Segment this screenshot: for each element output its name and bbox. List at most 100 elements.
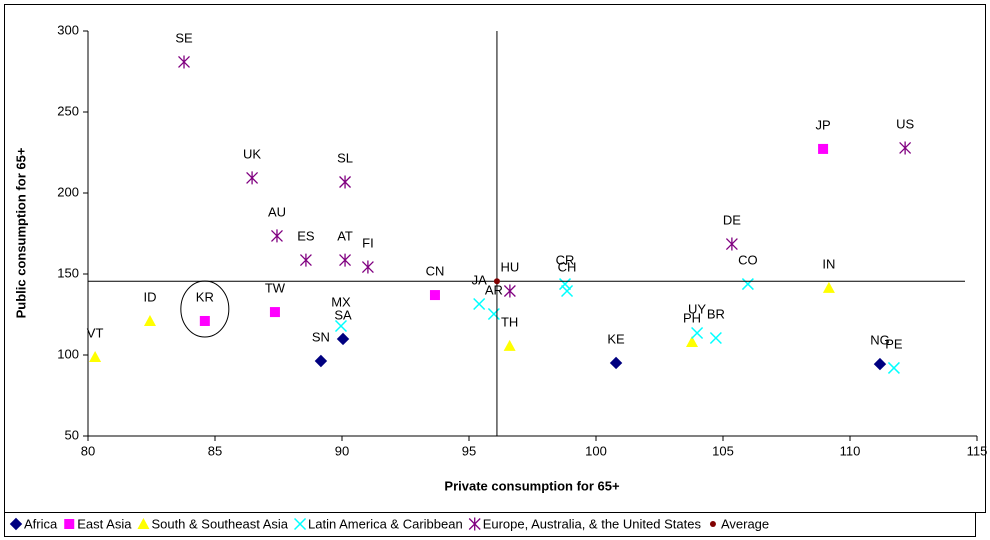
- point-label: FI: [362, 235, 374, 250]
- y-axis-title: Public consumption for 65+: [13, 147, 28, 318]
- point: [473, 297, 486, 311]
- point-label: VT: [87, 325, 104, 340]
- point: [691, 326, 704, 339]
- x-tick-label: 115: [967, 443, 988, 458]
- point-label: TH: [501, 314, 518, 329]
- legend-item: Europe, Australia, & the United States: [468, 516, 702, 531]
- point: [709, 331, 722, 345]
- legend-marker: [709, 521, 716, 527]
- point-label: MX: [331, 294, 351, 309]
- point: [487, 307, 500, 321]
- point-label: JA: [472, 272, 488, 287]
- point-label: UK: [243, 146, 261, 161]
- point: [89, 350, 102, 362]
- point: [503, 284, 516, 298]
- y-tick-label: 100: [57, 346, 79, 361]
- point-label: SN: [312, 329, 330, 344]
- point-label: PH: [683, 310, 701, 325]
- point: [271, 229, 283, 243]
- point-label: CR: [556, 252, 575, 267]
- point-label: CO: [738, 252, 758, 267]
- legend-marker: [468, 517, 481, 531]
- point-label: CN: [426, 263, 445, 278]
- point: [143, 314, 156, 326]
- point: [609, 356, 623, 370]
- legend-marker: [9, 517, 23, 531]
- legend-marker: [294, 517, 307, 531]
- legend-label: East Asia: [77, 516, 132, 531]
- point: [334, 319, 348, 333]
- x-tick-label: 95: [462, 443, 476, 458]
- point: [336, 332, 350, 346]
- x-tick-label: 105: [712, 443, 734, 458]
- point: [741, 278, 754, 291]
- point: [558, 278, 572, 291]
- point-label: AU: [268, 204, 286, 219]
- x-tick-label: 100: [585, 443, 607, 458]
- point-label: ID: [143, 289, 156, 304]
- point: [818, 143, 829, 154]
- point: [503, 339, 516, 351]
- legend-marker: [64, 519, 75, 529]
- point-label: US: [896, 116, 914, 131]
- y-tick-label: 150: [57, 265, 79, 280]
- legend-label: Average: [721, 516, 769, 531]
- point: [178, 55, 190, 69]
- legend-label: South & Southeast Asia: [151, 516, 288, 531]
- point-label: TW: [265, 281, 286, 296]
- point-label: UY: [688, 301, 706, 316]
- x-tick-label: 90: [335, 443, 349, 458]
- point-label: SA: [334, 307, 352, 322]
- x-tick-label: 80: [81, 443, 95, 458]
- point: [339, 253, 352, 267]
- point-label: CH: [558, 259, 577, 274]
- point: [429, 290, 440, 301]
- point: [822, 281, 835, 293]
- point: [339, 175, 352, 189]
- point: [299, 253, 312, 267]
- legend-label: Africa: [24, 516, 58, 531]
- legend-item: East Asia: [64, 516, 132, 531]
- point: [725, 237, 738, 251]
- point-label: SE: [175, 30, 193, 45]
- legend-item: Average: [709, 516, 769, 531]
- legend-item: South & Southeast Asia: [137, 516, 289, 531]
- point-label: AR: [485, 282, 503, 297]
- point: [899, 141, 912, 155]
- legend-label: Europe, Australia, & the United States: [483, 516, 702, 531]
- point-label: KE: [607, 331, 625, 346]
- point-label: SL: [337, 150, 353, 165]
- point: [269, 307, 280, 318]
- x-axis-title: Private consumption for 65+: [444, 478, 620, 493]
- point: [314, 354, 328, 368]
- y-tick-label: 250: [57, 103, 79, 118]
- point-label: PE: [885, 336, 903, 351]
- point: [873, 357, 887, 371]
- point: [887, 361, 900, 374]
- point-label: BR: [707, 306, 725, 321]
- point-label: ES: [297, 229, 315, 244]
- x-tick-label: 85: [208, 443, 222, 458]
- point-label: DE: [723, 212, 741, 227]
- point: [493, 278, 500, 285]
- legend-box: [4, 512, 976, 537]
- legend-label: Latin America & Caribbean: [308, 516, 463, 531]
- point: [361, 260, 374, 274]
- legend-item: Latin America & Caribbean: [294, 516, 463, 531]
- point-label: NG: [870, 333, 890, 348]
- point-label: KR: [196, 289, 214, 304]
- point: [561, 284, 574, 298]
- point-label: HU: [501, 259, 520, 274]
- legend-marker: [137, 518, 150, 529]
- y-tick-label: 50: [65, 427, 79, 442]
- point: [199, 315, 210, 326]
- y-tick-label: 300: [57, 22, 79, 37]
- point-label: AT: [337, 229, 353, 244]
- point: [246, 171, 259, 185]
- y-tick-label: 200: [57, 184, 79, 199]
- x-tick-label: 110: [840, 443, 861, 458]
- legend-item: Africa: [9, 516, 58, 531]
- point-label: IN: [822, 256, 835, 271]
- point: [686, 336, 699, 348]
